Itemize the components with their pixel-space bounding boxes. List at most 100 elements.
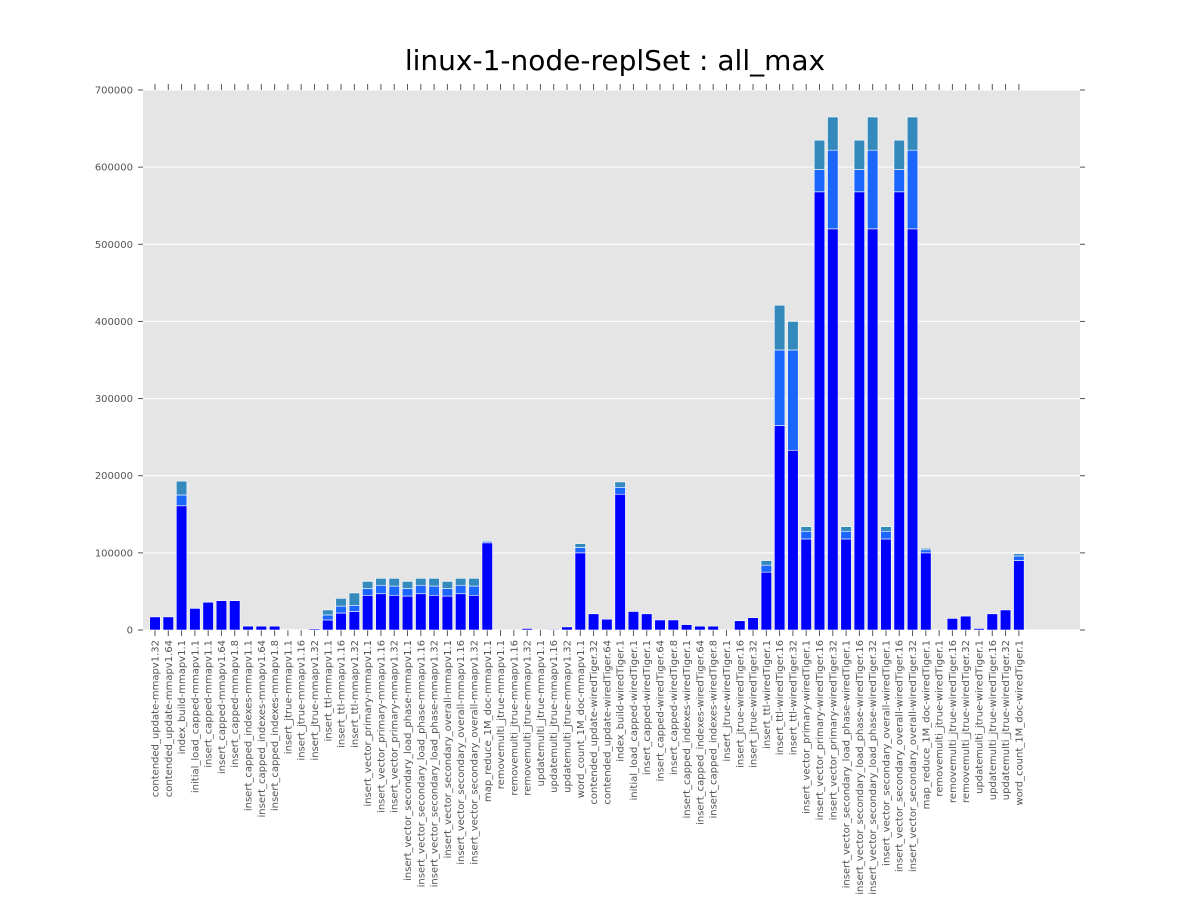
bar-segment (694, 625, 706, 631)
x-tick-label: map_reduce_1M_doc-mmapv1.1 (483, 640, 494, 802)
x-tick-label: updatemulti_jtrue-wiredTiger.32 (1001, 640, 1012, 800)
bar-segment (375, 578, 387, 586)
x-tick-label: insert_jtrue-mmapv1.32 (310, 640, 321, 761)
x-tick-label: insert_vector_secondary_overall-mmapv1.1 (443, 640, 454, 858)
bar-segment (401, 595, 414, 631)
bar-segment (348, 605, 360, 612)
bar-segment (760, 560, 772, 566)
x-tick-label: word_count_1M_doc-wiredTiger.1 (1014, 640, 1025, 806)
bar-segment (587, 613, 600, 631)
x-tick-label: insert_ttl-mmapv1.16 (337, 640, 348, 748)
x-tick-label: removemulti_jtrue-mmapv1.16 (509, 640, 520, 796)
bar-segment (800, 526, 812, 532)
x-tick-label: insert_vector_secondary_overall-wiredTig… (881, 640, 892, 866)
bar-segment (322, 614, 334, 621)
bar-segment (175, 494, 188, 507)
bar-segment (867, 149, 879, 230)
bar-segment (867, 116, 879, 151)
bar-segment (175, 505, 188, 631)
bar-segment (468, 585, 480, 596)
bar-segment (441, 595, 453, 631)
x-tick-label: insert_vector_secondary_overall-mmapv1.1… (456, 640, 467, 865)
x-tick-label: removemulti_jtrue-wiredTiger.1 (935, 640, 946, 797)
bar-segment (840, 530, 852, 540)
x-tick-label: word_count_1M_doc-mmapv1.1 (576, 640, 587, 798)
bar-segment (455, 584, 467, 595)
bar-segment (774, 349, 786, 426)
x-tick-label: updatemulti_jtrue-wiredTiger.1 (974, 640, 985, 794)
x-tick-label: initial_load_capped-mmapv1.1 (190, 640, 201, 793)
bar-segment (614, 481, 626, 488)
bar-segment (813, 139, 826, 170)
bar-segment (175, 480, 188, 496)
bar-segment (428, 585, 440, 596)
bar-segment (415, 584, 427, 595)
bar-segment (747, 617, 759, 631)
bar-segment (388, 594, 400, 631)
x-tick-label: insert_capped-mmapv1.64 (217, 640, 228, 774)
bar-segment (388, 578, 400, 587)
x-tick-label: contended_update-mmapv1.64 (164, 640, 175, 797)
bar-segment (348, 592, 360, 606)
bar-segment (893, 139, 905, 170)
bar-segment (375, 593, 387, 631)
bar-segment (853, 139, 865, 170)
bar-segment (348, 611, 360, 631)
x-tick-label: insert_jtrue-mmapv1.1 (283, 640, 294, 754)
bar-segment (335, 612, 347, 631)
bar-segment (574, 552, 586, 631)
bar-segment (853, 169, 865, 193)
x-tick-label: insert_ttl-mmapv1.32 (350, 640, 361, 748)
bar-segment (574, 543, 586, 548)
bar-segment (840, 538, 852, 631)
x-tick-label: insert_vector_primary-wiredTiger.16 (815, 640, 826, 820)
bar-segment (840, 526, 852, 532)
y-tick-label: 500000 (95, 240, 133, 251)
bar-segment (362, 581, 374, 589)
bar-segment (973, 628, 985, 631)
bar-segment (521, 628, 533, 631)
x-tick-label: insert_vector_secondary_load_phase-mmapv… (416, 640, 427, 887)
bar-segment (880, 538, 892, 631)
bar-segment (853, 191, 865, 631)
bar-segment (388, 585, 400, 596)
x-tick-label: initial_load_capped-wiredTiger.1 (629, 640, 640, 800)
x-tick-label: insert_vector_secondary_overall-wiredTig… (895, 640, 906, 872)
bar-segment (149, 616, 161, 631)
bar-segment (1013, 560, 1025, 631)
x-tick-label: insert_capped_indexes-mmapv1.1 (244, 640, 255, 811)
bar-segment (800, 530, 812, 540)
x-tick-label: removemulti_jtrue-mmapv1.32 (523, 640, 534, 796)
x-tick-label: insert_capped-mmapv1.1 (204, 640, 215, 768)
y-tick-label: 0 (127, 626, 133, 637)
x-tick-label: insert_vector_secondary_load_phase-wired… (868, 640, 879, 895)
bar-segment (189, 608, 201, 631)
bar-segment (362, 588, 374, 596)
bar-segment (667, 619, 679, 631)
x-tick-label: insert_vector_primary-wiredTiger.1 (802, 640, 813, 814)
bar-segment (787, 349, 799, 451)
y-tick-label: 600000 (95, 163, 133, 174)
bar-segment (255, 625, 267, 631)
bar-segment (468, 578, 480, 587)
x-tick-label: insert_ttl-wiredTiger.16 (775, 640, 786, 755)
bar-segment (880, 526, 892, 532)
x-tick-label: insert_capped_indexes-mmapv1.8 (270, 640, 281, 811)
y-tick-label: 100000 (95, 548, 133, 559)
x-tick-label: insert_vector_primary-wiredTiger.32 (828, 640, 839, 820)
x-tick-label: map_reduce_1M_doc-wiredTiger.1 (921, 640, 932, 809)
x-tick-label: insert_capped_indexes-wiredTiger.64 (695, 640, 706, 825)
x-tick-label: insert_vector_secondary_load_phase-mmapv… (430, 640, 441, 887)
bar-segment (335, 605, 347, 614)
x-tick-label: contended_update-wiredTiger.32 (589, 640, 600, 805)
plot-area (143, 90, 1080, 630)
bar-segment (999, 609, 1012, 631)
bar-segment (574, 547, 586, 554)
x-tick-label: insert_vector_secondary_overall-mmapv1.3… (469, 640, 480, 865)
bar-segment (813, 169, 826, 193)
x-tick-label: insert_jtrue-wiredTiger.16 (735, 640, 746, 768)
bar-segment (906, 149, 919, 230)
bar-segment (1013, 555, 1025, 561)
bar-segment (920, 552, 932, 631)
